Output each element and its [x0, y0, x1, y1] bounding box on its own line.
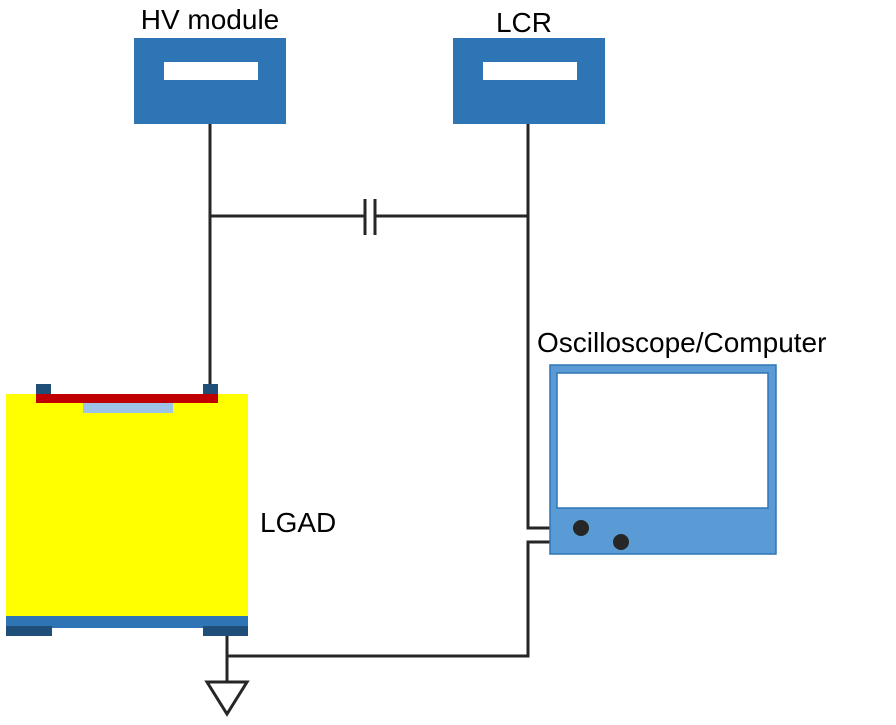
lgad-sensor: LGAD — [6, 384, 336, 636]
lgad-label: LGAD — [260, 507, 336, 538]
lgad-implant — [83, 403, 173, 413]
lgad-gain-layer — [36, 394, 218, 403]
lcr-meter: LCR — [453, 7, 605, 124]
capacitor-icon — [363, 199, 377, 235]
lgad-top-pad-right — [203, 384, 218, 394]
hv-module: HV module — [134, 4, 286, 124]
hv-module-box — [134, 38, 286, 124]
ground-to-scope-wire — [227, 540, 621, 658]
lgad-backside-metal — [6, 616, 248, 628]
oscilloscope-screen — [556, 372, 769, 509]
oscilloscope: Oscilloscope/Computer — [537, 327, 826, 555]
lgad-bulk — [6, 394, 248, 618]
hv-module-display — [164, 62, 258, 80]
lcr-display — [483, 62, 577, 80]
lgad-top-pad-left — [36, 384, 51, 394]
oscilloscope-label: Oscilloscope/Computer — [537, 327, 826, 358]
oscilloscope-input-1 — [573, 520, 589, 536]
lgad-bottom-pad-left — [6, 626, 52, 636]
ground-icon — [204, 680, 250, 717]
oscilloscope-input-2 — [613, 534, 629, 550]
lgad-bottom-pad-right — [203, 626, 248, 636]
hv-module-label: HV module — [141, 4, 280, 35]
lcr-label: LCR — [496, 7, 552, 38]
lcr-box — [453, 38, 605, 124]
